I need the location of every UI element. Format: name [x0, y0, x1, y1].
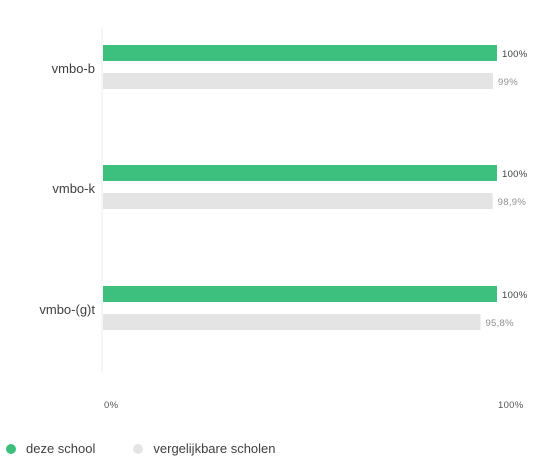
category-label: vmbo-(g)t [39, 302, 95, 317]
bar-vergelijkbare-scholen [103, 314, 481, 330]
legend-item-vergelijkbare-scholen[interactable]: vergelijkbare scholen [133, 441, 276, 456]
data-label: 98,9% [498, 197, 527, 208]
data-label: 95,8% [485, 318, 514, 329]
data-label: 100% [502, 169, 528, 180]
bar-deze-school [103, 45, 497, 61]
bar-chart: vmbo-b 100% 99% vmbo-k 100% 98,9% vmbo-(g)t 100… [39, 28, 528, 411]
category-label: vmbo-k [52, 181, 95, 196]
legend-label-vergelijkbare-scholen: vergelijkbare scholen [153, 441, 276, 456]
legend-item-deze-school[interactable]: deze school [6, 441, 95, 456]
legend: deze school vergelijkbare scholen [6, 441, 314, 456]
category-label: vmbo-b [52, 61, 95, 76]
x-tick-label: 100% [498, 400, 524, 411]
x-tick-label: 0% [104, 400, 119, 411]
data-label: 100% [502, 49, 528, 60]
legend-label-deze-school: deze school [26, 441, 96, 456]
bar-deze-school [103, 165, 497, 181]
bar-vergelijkbare-scholen [103, 73, 494, 89]
legend-swatch-deze-school [6, 443, 16, 454]
bar-deze-school [103, 286, 497, 302]
bar-vergelijkbare-scholen [103, 193, 493, 209]
legend-swatch-vergelijkbare-scholen [133, 443, 144, 454]
data-label: 99% [498, 77, 518, 88]
data-label: 100% [502, 290, 528, 301]
